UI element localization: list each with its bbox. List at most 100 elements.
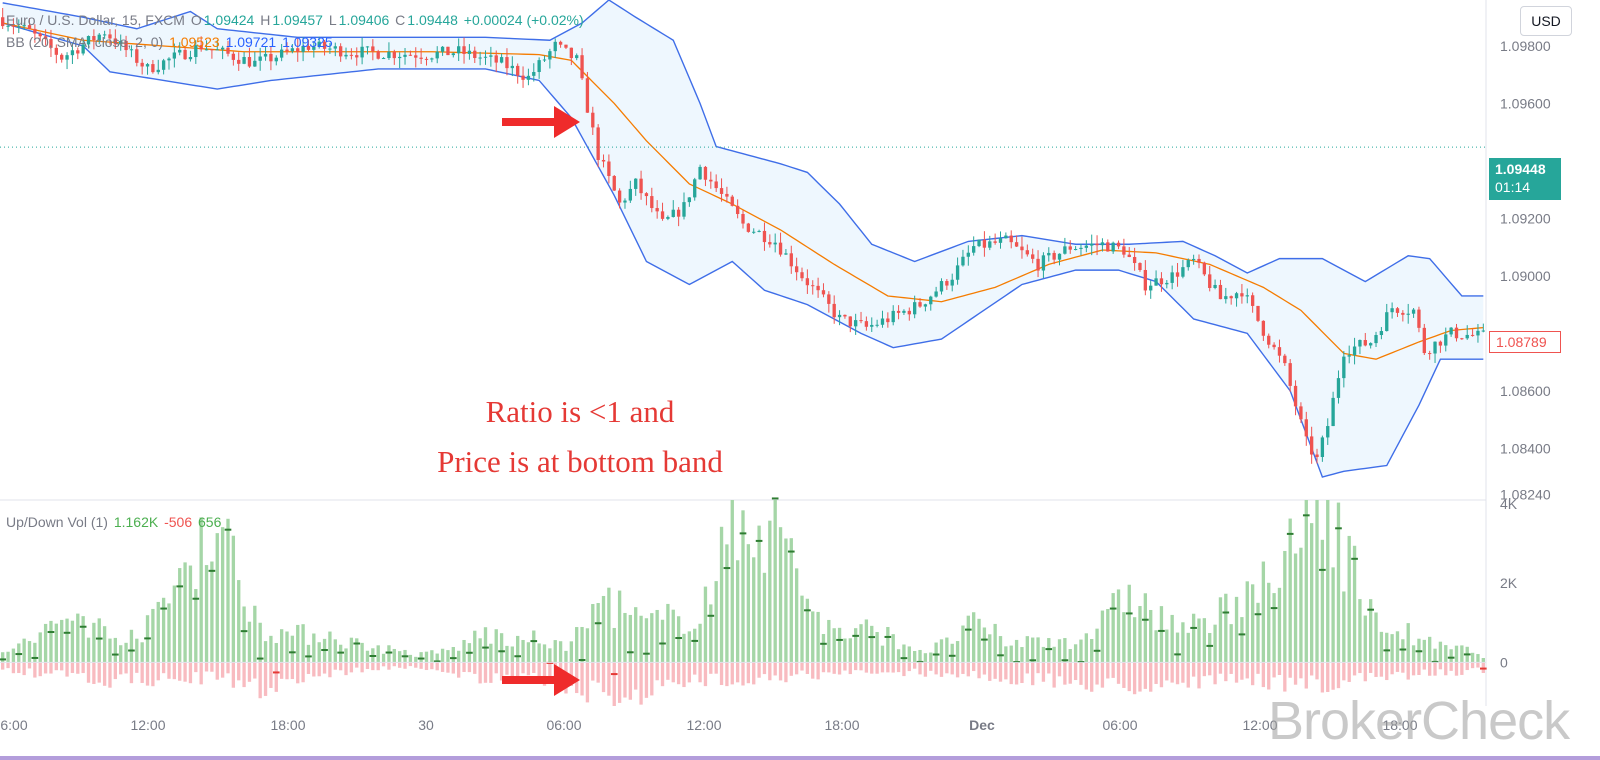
ohlc-close: 1.09448 bbox=[407, 12, 458, 28]
candle-body bbox=[709, 179, 713, 182]
volume-up-bar bbox=[569, 641, 573, 663]
volume-up-bar bbox=[1406, 623, 1410, 663]
volume-down-bar bbox=[151, 662, 155, 687]
volume-down-bar bbox=[1444, 662, 1448, 676]
candle-body bbox=[939, 281, 944, 292]
volume-up-bar bbox=[580, 626, 584, 663]
volume-up-bar bbox=[215, 533, 219, 663]
candle-body bbox=[269, 53, 273, 62]
volume-down-bar bbox=[886, 662, 890, 673]
volume-down-bar bbox=[961, 662, 965, 674]
volume-down-bar bbox=[714, 662, 718, 674]
volume-down-bar bbox=[843, 662, 847, 671]
candle-body bbox=[365, 46, 370, 48]
volume-up-bar bbox=[1170, 614, 1174, 663]
candle-body bbox=[891, 310, 895, 323]
volume-up-bar bbox=[1309, 523, 1314, 663]
candle-body bbox=[435, 51, 439, 59]
candle-body bbox=[1122, 246, 1126, 255]
candle-body bbox=[1068, 246, 1072, 250]
volume-up-bar bbox=[478, 638, 482, 663]
volume-up-bar bbox=[1358, 599, 1362, 663]
candle-body bbox=[612, 176, 616, 191]
volume-up-bar bbox=[864, 619, 869, 663]
candle-body bbox=[1143, 269, 1148, 291]
candle-body bbox=[1100, 242, 1105, 246]
volume-down-bar bbox=[1, 662, 5, 670]
candle-body bbox=[757, 230, 761, 232]
candle-body bbox=[462, 46, 466, 54]
currency-button[interactable]: USD bbox=[1520, 6, 1572, 36]
volume-down-bar bbox=[1320, 662, 1325, 693]
candle-body bbox=[1047, 252, 1051, 256]
price-arrow-shaft bbox=[502, 118, 558, 126]
volume-up-bar bbox=[360, 642, 364, 663]
volume-up-bar bbox=[172, 585, 177, 663]
volume-down-bar bbox=[896, 662, 901, 673]
volume-up-bar bbox=[902, 644, 906, 663]
candle-body bbox=[714, 181, 718, 189]
volume-down-bar bbox=[575, 662, 579, 694]
volume-down-bar bbox=[161, 662, 166, 674]
volume-down-bar bbox=[424, 662, 429, 671]
price-arrow-head bbox=[554, 106, 580, 138]
symbol-title[interactable]: Euro / U.S. Dollar, 15, FXCM bbox=[6, 12, 185, 28]
volume-up-bar bbox=[1428, 636, 1432, 663]
volume-down-bar bbox=[1245, 662, 1249, 679]
volume-up-bar bbox=[1095, 628, 1099, 663]
candle-body bbox=[1433, 341, 1437, 354]
candle-body bbox=[1138, 263, 1142, 270]
volume-down-bar bbox=[124, 662, 128, 674]
volume-down-bar bbox=[1267, 662, 1271, 690]
volume-up-bar bbox=[1385, 632, 1389, 663]
candle-body bbox=[1288, 363, 1292, 386]
volume-down-bar bbox=[709, 662, 713, 674]
bb-indicator-label[interactable]: BB (20, SMA, close, 2, 0) bbox=[6, 34, 164, 50]
volume-down-bar bbox=[1073, 662, 1078, 681]
volume-up-bar bbox=[1245, 581, 1249, 663]
volume-down-bar bbox=[6, 662, 10, 669]
candle-body bbox=[145, 64, 150, 67]
volume-up-bar bbox=[1057, 639, 1062, 663]
volume-up-bar bbox=[419, 652, 423, 663]
candle-body bbox=[1272, 344, 1276, 348]
volume-down-bar bbox=[703, 662, 708, 687]
volume-down-bar bbox=[489, 662, 493, 683]
volume-down-bar bbox=[1326, 662, 1330, 692]
candle-body bbox=[178, 49, 182, 53]
candle-body bbox=[290, 48, 295, 52]
candle-body bbox=[1454, 327, 1459, 339]
candle-body bbox=[1385, 312, 1389, 332]
candle-body bbox=[92, 36, 96, 41]
volume-down-bar bbox=[1132, 662, 1137, 695]
volume-up-bar bbox=[242, 606, 246, 663]
candle-body bbox=[499, 57, 504, 63]
volume-down-bar bbox=[317, 662, 321, 677]
candle-body bbox=[1390, 308, 1394, 313]
candle-body bbox=[1481, 330, 1485, 332]
volume-down-bar bbox=[542, 662, 547, 686]
volume-up-bar bbox=[210, 561, 214, 663]
volume-down-bar bbox=[263, 662, 268, 696]
candle-body bbox=[65, 55, 69, 60]
candle-body bbox=[27, 25, 32, 29]
volume-indicator-label[interactable]: Up/Down Vol (1) bbox=[6, 514, 108, 530]
candle-body bbox=[1245, 295, 1249, 297]
volume-down-bar bbox=[870, 662, 874, 674]
candle-body bbox=[135, 49, 139, 63]
candle-body bbox=[199, 45, 203, 50]
volume-down-bar bbox=[505, 662, 509, 675]
candle-body bbox=[848, 316, 852, 327]
volume-up-bar bbox=[698, 623, 702, 663]
candle-body bbox=[1095, 243, 1099, 246]
volume-down-bar bbox=[1454, 662, 1459, 676]
volume-up-bar bbox=[178, 568, 182, 663]
volume-down-bar bbox=[365, 662, 370, 670]
volume-up-bar bbox=[585, 628, 590, 663]
candle-body bbox=[161, 60, 166, 70]
volume-up-bar bbox=[998, 636, 1003, 663]
volume-up-bar bbox=[1122, 612, 1126, 663]
candle-body bbox=[1476, 330, 1480, 336]
volume-up-bar bbox=[1224, 593, 1228, 663]
